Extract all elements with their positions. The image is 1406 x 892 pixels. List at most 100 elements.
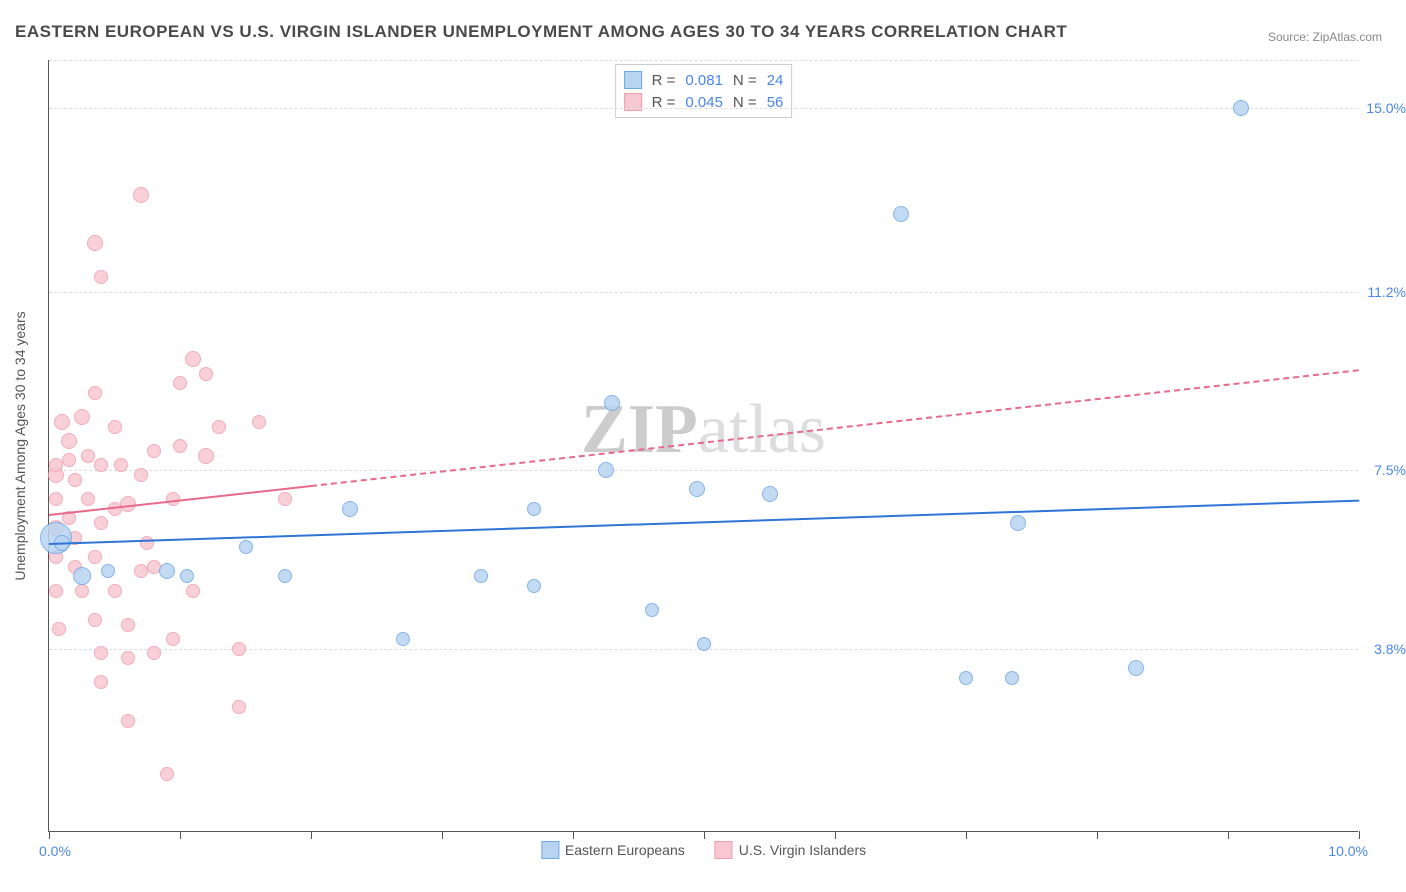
x-tick bbox=[1359, 831, 1360, 839]
scatter-point-pink bbox=[75, 584, 89, 598]
x-tick bbox=[966, 831, 967, 839]
scatter-point-blue bbox=[396, 632, 410, 646]
scatter-point-pink bbox=[88, 613, 102, 627]
y-tick-label: 7.5% bbox=[1362, 462, 1406, 478]
grid-line bbox=[49, 292, 1358, 293]
y-axis-label: Unemployment Among Ages 30 to 34 years bbox=[12, 311, 28, 580]
trend-line-blue bbox=[49, 499, 1359, 544]
scatter-point-pink bbox=[278, 492, 292, 506]
scatter-point-pink bbox=[212, 420, 226, 434]
scatter-point-pink bbox=[87, 235, 103, 251]
scatter-point-blue bbox=[342, 501, 358, 517]
legend-label: Eastern Europeans bbox=[565, 842, 685, 858]
scatter-point-pink bbox=[121, 714, 135, 728]
scatter-point-pink bbox=[81, 449, 95, 463]
scatter-point-pink bbox=[88, 550, 102, 564]
x-tick bbox=[442, 831, 443, 839]
scatter-point-pink bbox=[186, 584, 200, 598]
scatter-point-pink bbox=[232, 642, 246, 656]
scatter-point-blue bbox=[1233, 100, 1249, 116]
scatter-point-pink bbox=[94, 270, 108, 284]
scatter-point-pink bbox=[52, 622, 66, 636]
plot-area: ZIPatlas R =0.081N =24R =0.045N =56 0.0%… bbox=[48, 60, 1358, 832]
x-axis-max-label: 10.0% bbox=[1328, 843, 1368, 859]
trend-line-pink-dash bbox=[311, 369, 1359, 487]
r-label: R = bbox=[652, 72, 676, 89]
x-tick bbox=[1228, 831, 1229, 839]
scatter-point-pink bbox=[173, 376, 187, 390]
source-label: Source: bbox=[1268, 30, 1313, 44]
scatter-point-pink bbox=[74, 409, 90, 425]
scatter-point-pink bbox=[108, 584, 122, 598]
x-tick bbox=[835, 831, 836, 839]
scatter-point-blue bbox=[959, 671, 973, 685]
scatter-point-blue bbox=[101, 564, 115, 578]
n-label: N = bbox=[733, 72, 757, 89]
stats-legend-box: R = 0.081 N = 24 R =0.045N =56 bbox=[615, 64, 793, 118]
scatter-point-blue bbox=[689, 481, 705, 497]
x-axis-min-label: 0.0% bbox=[39, 843, 71, 859]
scatter-point-pink bbox=[49, 584, 63, 598]
scatter-point-pink bbox=[140, 536, 154, 550]
scatter-point-blue bbox=[1005, 671, 1019, 685]
scatter-point-pink bbox=[81, 492, 95, 506]
scatter-point-pink bbox=[160, 767, 174, 781]
scatter-point-blue bbox=[645, 603, 659, 617]
y-tick-label: 3.8% bbox=[1362, 641, 1406, 657]
scatter-point-pink bbox=[121, 618, 135, 632]
x-tick bbox=[573, 831, 574, 839]
scatter-point-pink bbox=[62, 453, 76, 467]
scatter-point-pink bbox=[166, 632, 180, 646]
x-tick bbox=[704, 831, 705, 839]
scatter-point-blue bbox=[1128, 660, 1144, 676]
legend-swatch bbox=[715, 841, 733, 859]
scatter-point-pink bbox=[198, 448, 214, 464]
r-value: 0.081 bbox=[685, 72, 723, 89]
scatter-point-pink bbox=[147, 444, 161, 458]
grid-line bbox=[49, 60, 1358, 61]
legend-item: Eastern Europeans bbox=[541, 841, 685, 859]
grid-line bbox=[49, 108, 1358, 109]
legend-swatch bbox=[624, 71, 642, 89]
scatter-point-pink bbox=[54, 414, 70, 430]
source-value: ZipAtlas.com bbox=[1313, 30, 1382, 44]
scatter-point-pink bbox=[94, 646, 108, 660]
x-tick bbox=[311, 831, 312, 839]
x-tick bbox=[49, 831, 50, 839]
scatter-point-pink bbox=[134, 468, 148, 482]
x-tick bbox=[180, 831, 181, 839]
scatter-point-pink bbox=[49, 492, 63, 506]
source-attribution: Source: ZipAtlas.com bbox=[1268, 30, 1382, 44]
scatter-point-blue bbox=[604, 395, 620, 411]
stats-row: R =0.045N =56 bbox=[624, 91, 784, 113]
scatter-point-blue bbox=[278, 569, 292, 583]
scatter-point-pink bbox=[232, 700, 246, 714]
scatter-point-blue bbox=[527, 502, 541, 516]
scatter-point-pink bbox=[185, 351, 201, 367]
grid-line bbox=[49, 470, 1358, 471]
legend-label: U.S. Virgin Islanders bbox=[739, 842, 866, 858]
scatter-point-blue bbox=[474, 569, 488, 583]
scatter-point-blue bbox=[180, 569, 194, 583]
x-tick bbox=[1097, 831, 1098, 839]
watermark-bold: ZIP bbox=[581, 391, 698, 468]
scatter-point-pink bbox=[134, 564, 148, 578]
scatter-point-blue bbox=[598, 462, 614, 478]
scatter-point-pink bbox=[133, 187, 149, 203]
series-legend: Eastern Europeans U.S. Virgin Islanders bbox=[541, 841, 866, 859]
scatter-point-pink bbox=[199, 367, 213, 381]
scatter-point-pink bbox=[147, 646, 161, 660]
scatter-point-pink bbox=[94, 675, 108, 689]
n-value: 24 bbox=[767, 72, 784, 89]
scatter-point-pink bbox=[49, 458, 63, 472]
scatter-point-pink bbox=[94, 458, 108, 472]
scatter-point-blue bbox=[697, 637, 711, 651]
scatter-point-pink bbox=[173, 439, 187, 453]
scatter-point-blue bbox=[893, 206, 909, 222]
chart-title: EASTERN EUROPEAN VS U.S. VIRGIN ISLANDER… bbox=[15, 22, 1067, 42]
scatter-point-pink bbox=[61, 433, 77, 449]
scatter-point-pink bbox=[68, 473, 82, 487]
scatter-point-pink bbox=[252, 415, 266, 429]
scatter-point-pink bbox=[108, 420, 122, 434]
scatter-point-blue bbox=[239, 540, 253, 554]
